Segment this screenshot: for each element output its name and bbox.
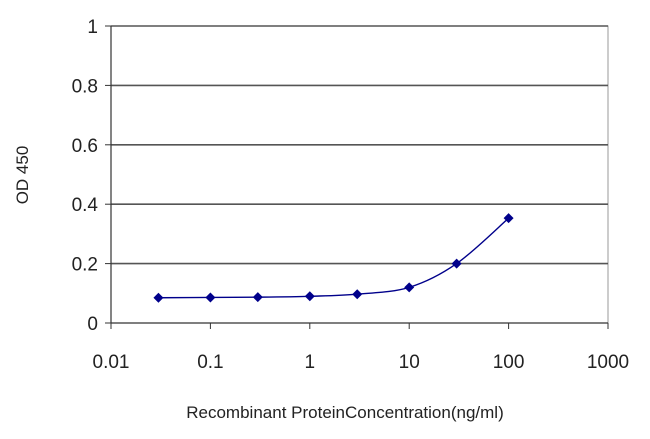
data-point — [205, 292, 216, 303]
data-point — [503, 213, 514, 224]
axes: 0 0.2 0.4 0.6 0.8 1 0.01 0.1 1 10 100 1000 — [72, 17, 630, 373]
y-tick-label: 0.2 — [72, 255, 98, 276]
y-axis-title: OD 450 — [13, 146, 32, 205]
gridlines — [111, 25, 608, 265]
y-tick-label: 0.6 — [72, 136, 98, 157]
y-tick-label: 1 — [87, 17, 98, 38]
data-point — [304, 291, 315, 302]
x-tick-label: 0.1 — [197, 352, 223, 373]
x-tick-label: 10 — [399, 352, 420, 373]
data-point — [352, 289, 363, 300]
data-point — [404, 282, 415, 293]
plot-area — [110, 25, 609, 324]
data-point — [451, 258, 462, 269]
y-tick-label: 0.4 — [72, 195, 99, 216]
y-tick-label: 0.8 — [72, 76, 98, 97]
y-tick-label: 0 — [87, 314, 98, 335]
data-point — [252, 292, 263, 303]
series — [153, 213, 514, 303]
data-point — [153, 292, 164, 303]
x-tick-label: 1000 — [587, 352, 629, 373]
x-tick-label: 0.01 — [93, 352, 130, 373]
x-axis-title: Recombinant ProteinConcentration(ng/ml) — [186, 403, 504, 422]
x-tick-label: 1 — [305, 352, 316, 373]
x-tick-label: 100 — [493, 352, 525, 373]
